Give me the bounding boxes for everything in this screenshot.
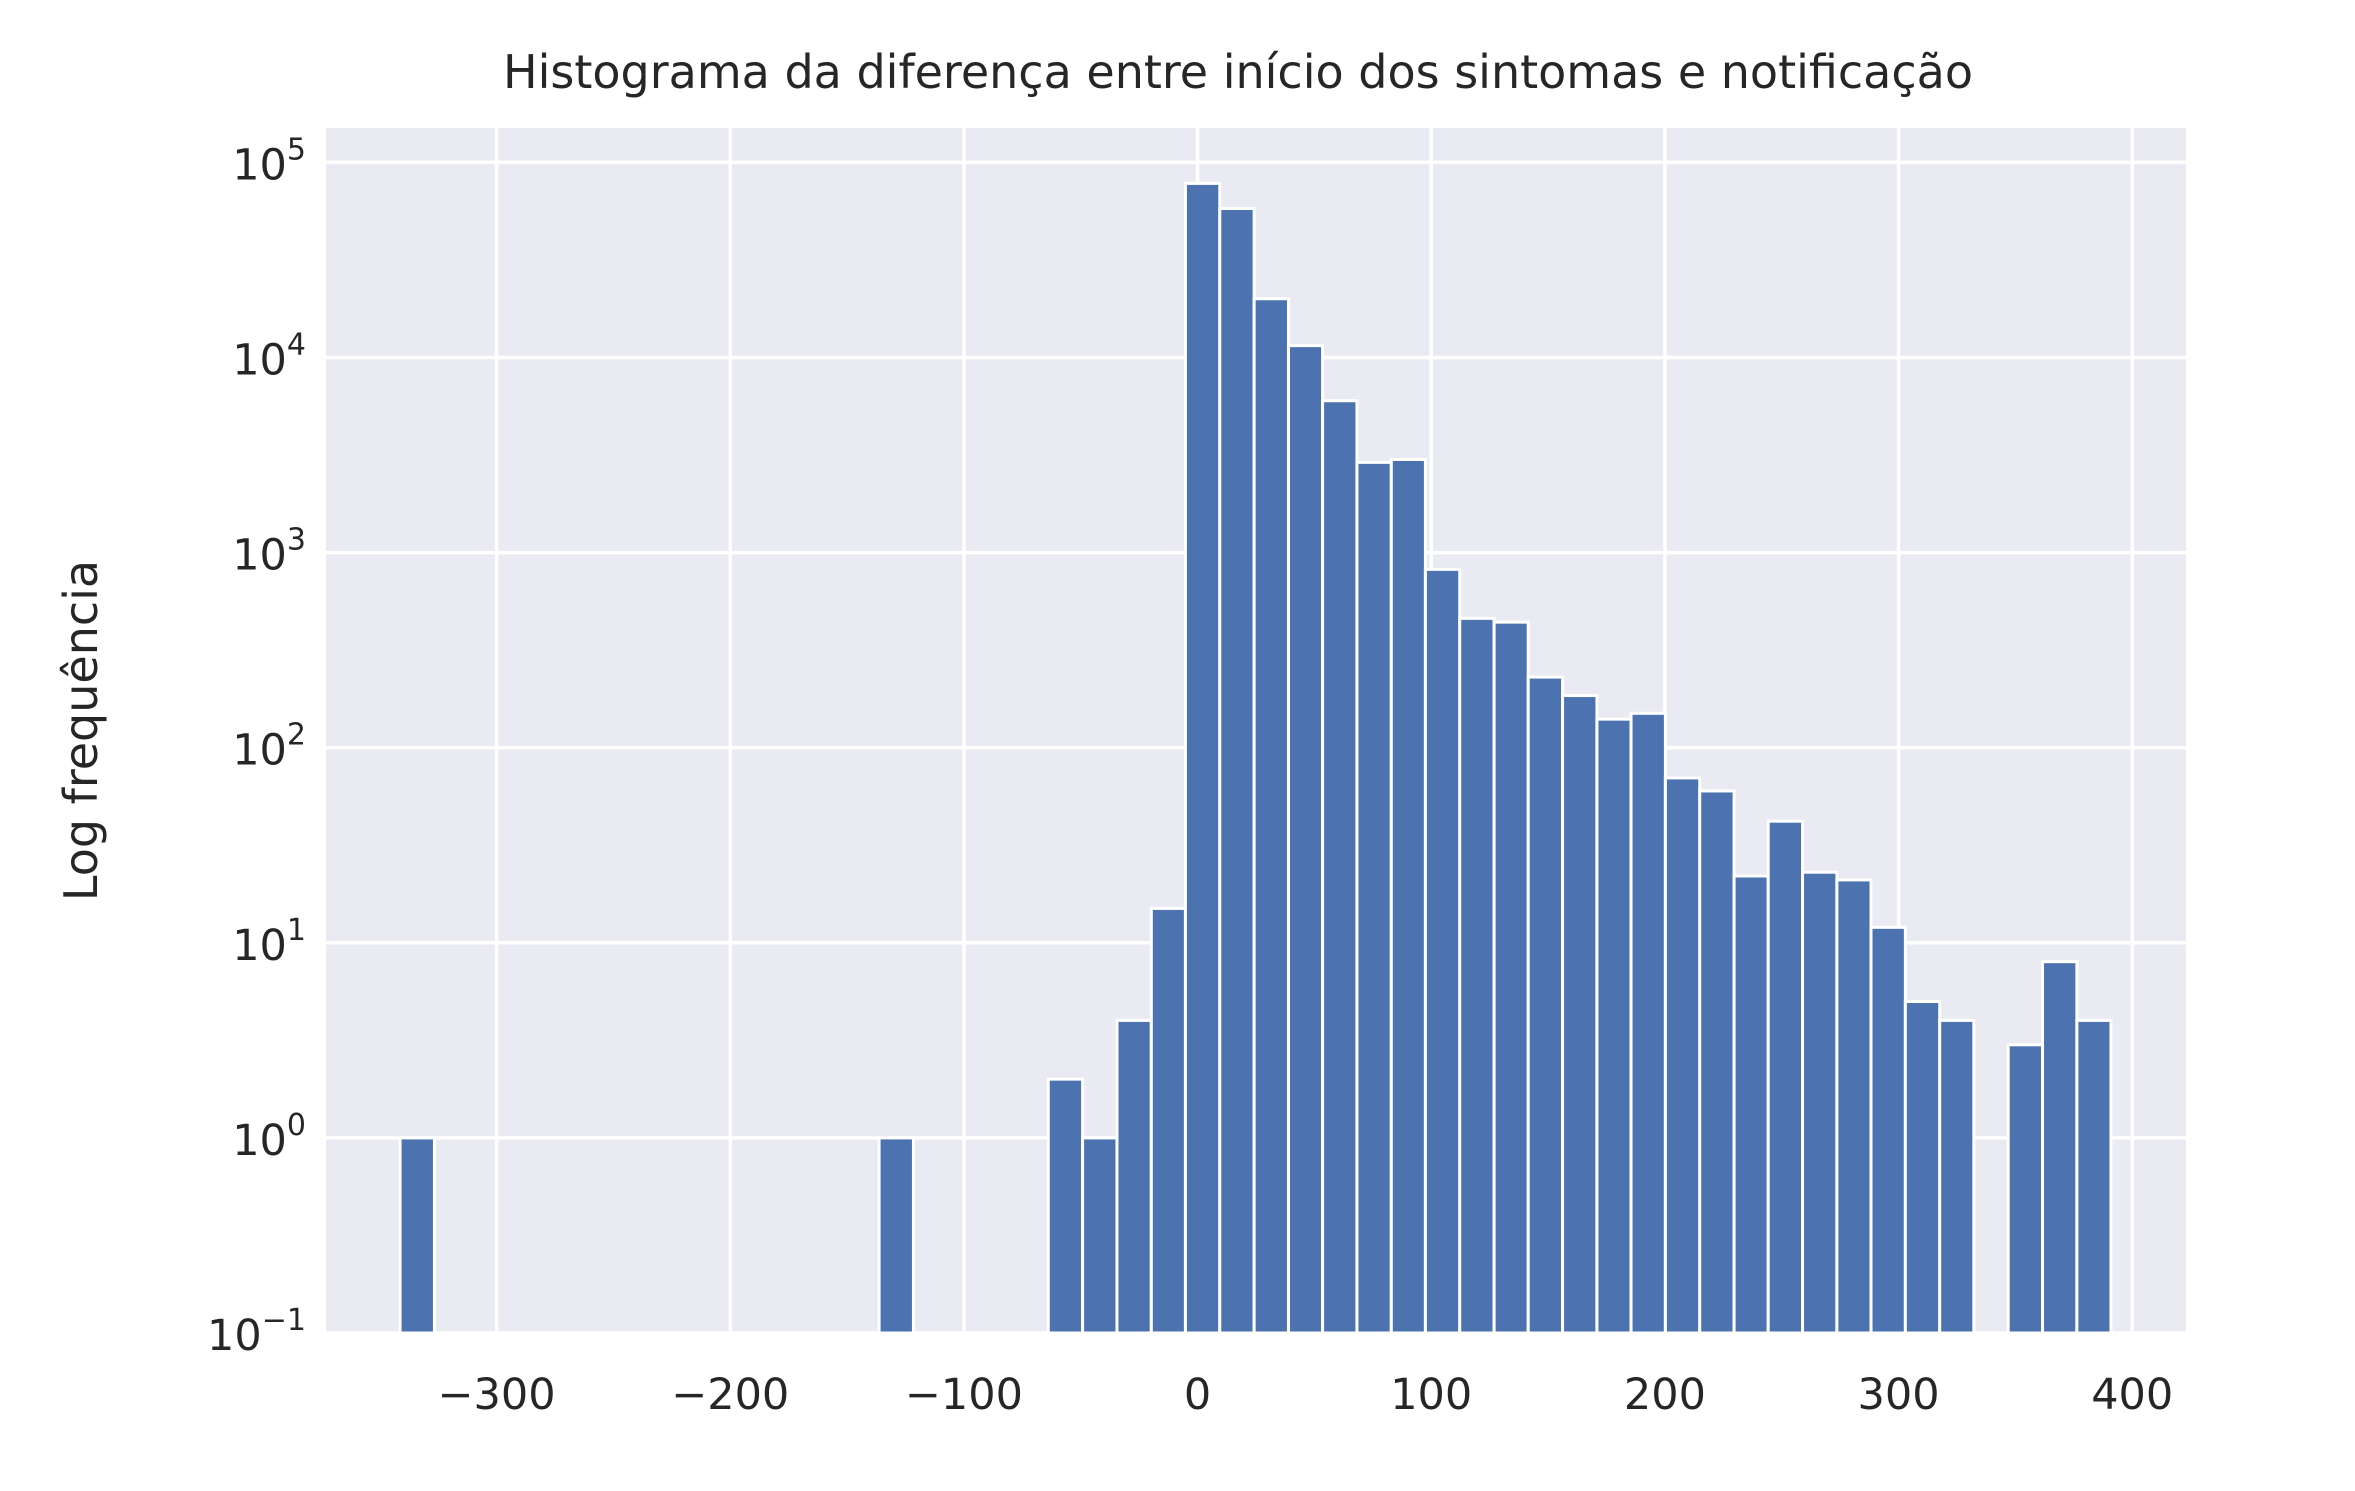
histogram-bar [2041, 960, 2079, 1335]
y-tick-label: 103 [232, 523, 306, 581]
histogram-bar [1561, 694, 1599, 1335]
y-tick-label: 101 [232, 913, 306, 971]
x-tick-label: 300 [1858, 1370, 1940, 1420]
histogram-bar [1629, 711, 1667, 1335]
histogram-bar [1903, 1000, 1942, 1335]
x-tick-label: 100 [1390, 1370, 1472, 1420]
histogram-bar [1663, 776, 1702, 1335]
histogram-bar [1458, 616, 1496, 1335]
histogram-bar [1526, 675, 1565, 1335]
histogram-bar [1321, 399, 1359, 1335]
x-axis-ticks: −300 −200 −100 0 100 200 300 400 [438, 1370, 2174, 1420]
y-axis-ticks: 10−1 100 101 102 103 104 105 [207, 132, 306, 1361]
histogram-bar [2075, 1018, 2113, 1335]
y-tick-label: 105 [232, 132, 306, 190]
x-tick-label: −300 [438, 1370, 556, 1420]
histogram-bar [1252, 297, 1290, 1335]
y-axis-label: Log frequência [54, 560, 108, 901]
y-tick-label: 104 [232, 327, 306, 385]
histogram-bar [1081, 1136, 1119, 1335]
histogram-bar [1355, 460, 1393, 1335]
histogram-bar [1732, 874, 1770, 1335]
x-tick-label: 400 [2091, 1370, 2173, 1420]
histogram-bar [1835, 878, 1873, 1335]
histogram-bar [1766, 819, 1805, 1335]
histogram-bar [1801, 870, 1839, 1335]
histogram-bar [1389, 457, 1427, 1335]
histogram-bar [1492, 620, 1530, 1335]
histogram-bar [2006, 1043, 2045, 1335]
histogram-bar [1218, 207, 1256, 1335]
histogram-bar [1286, 344, 1325, 1335]
y-tick-label: 10−1 [207, 1303, 306, 1361]
histogram-bar [1698, 789, 1736, 1335]
histogram-bar [877, 1136, 915, 1335]
histogram-bar [1046, 1077, 1085, 1335]
histogram-bar [1869, 925, 1907, 1335]
histogram-bar [1115, 1018, 1153, 1335]
x-tick-label: 0 [1184, 1370, 1211, 1420]
histogram-bar [1149, 906, 1187, 1335]
x-tick-label: −100 [905, 1370, 1023, 1420]
x-tick-label: −200 [671, 1370, 789, 1420]
y-tick-label: 102 [232, 718, 306, 776]
histogram-bar [1183, 181, 1222, 1335]
histogram-bar [1595, 717, 1633, 1335]
histogram-bar [1423, 567, 1462, 1335]
y-tick-label: 100 [232, 1108, 306, 1166]
histogram-bar [398, 1136, 436, 1335]
histogram-bar [1938, 1018, 1976, 1335]
bars [398, 181, 2113, 1335]
x-tick-label: 200 [1624, 1370, 1706, 1420]
chart-title: Histograma da diferença entre início dos… [503, 45, 1973, 99]
